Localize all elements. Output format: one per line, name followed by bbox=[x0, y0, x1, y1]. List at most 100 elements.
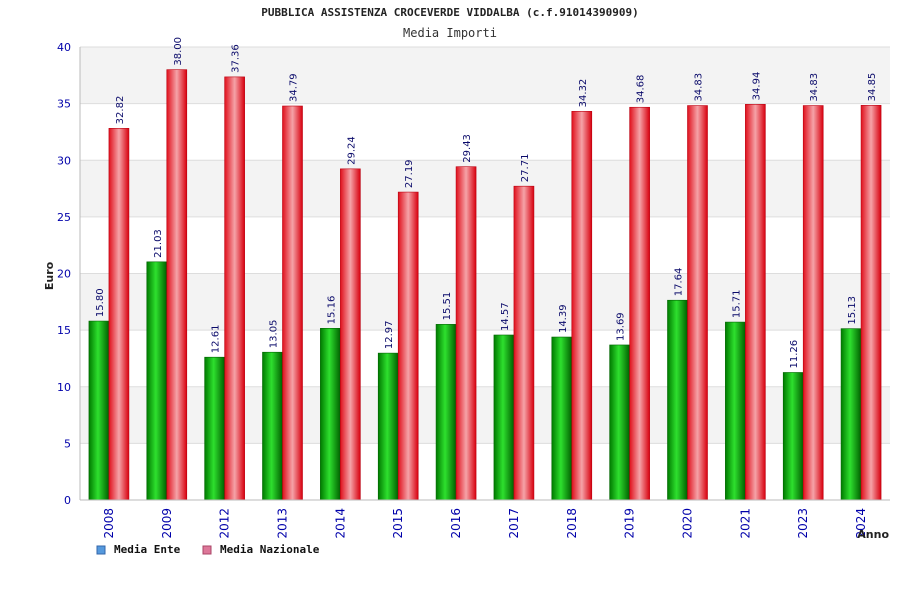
data-label-media-nazionale-2015: 27.19 bbox=[404, 159, 415, 188]
x-tick-label-2020: 2020 bbox=[681, 508, 695, 539]
plot-band bbox=[80, 216, 890, 274]
y-tick-label: 25 bbox=[57, 211, 71, 224]
chart-title: PUBBLICA ASSISTENZA CROCEVERDE VIDDALBA … bbox=[261, 6, 639, 19]
plot-band bbox=[80, 160, 890, 217]
bar-media-ente-2021 bbox=[725, 321, 746, 501]
bar-media-ente-2014 bbox=[320, 328, 341, 501]
x-tick-label-2018: 2018 bbox=[565, 508, 579, 539]
x-tick-label-2014: 2014 bbox=[333, 508, 347, 539]
bar-media-nazionale-2017 bbox=[513, 185, 535, 501]
legend: Media Ente Media Nazionale bbox=[96, 543, 320, 556]
bar-media-ente-2012 bbox=[204, 356, 225, 501]
y-tick-label: 20 bbox=[57, 268, 71, 281]
x-tick-label-2009: 2009 bbox=[160, 508, 174, 539]
bar-media-ente-2017 bbox=[493, 334, 515, 501]
data-label-media-ente-2014: 15.16 bbox=[326, 296, 337, 325]
bar-media-ente-2024 bbox=[840, 328, 862, 501]
tick-labels: 0 5 10 15 20 25 30 35 40 2008 2009 2012 2013 2014 2015… bbox=[57, 41, 868, 539]
data-label-media-nazionale-2021: 34.94 bbox=[751, 72, 762, 101]
bar-media-nazionale-2008 bbox=[108, 128, 130, 501]
bar-media-nazionale-2024 bbox=[860, 105, 882, 501]
data-labels: 15.80 32.82 21.03 38.00 12.61 37.36 13.05 34.79… bbox=[95, 37, 878, 368]
axes bbox=[79, 47, 890, 501]
plot-band bbox=[80, 273, 890, 331]
bar-media-ente-2013 bbox=[262, 351, 283, 501]
data-label-media-nazionale-2012: 37.36 bbox=[231, 44, 242, 73]
legend-label-media-nazionale: Media Nazionale bbox=[220, 543, 320, 556]
bar-media-ente-2020 bbox=[667, 299, 688, 501]
bar-media-nazionale-2020 bbox=[687, 105, 708, 501]
plot-band bbox=[80, 386, 890, 444]
data-label-media-nazionale-2020: 34.83 bbox=[694, 73, 705, 102]
data-label-media-ente-2023: 11.26 bbox=[789, 340, 800, 369]
bars bbox=[88, 69, 882, 501]
data-label-media-nazionale-2018: 34.32 bbox=[578, 79, 589, 108]
plot-band bbox=[80, 330, 890, 387]
bar-media-ente-2018 bbox=[551, 336, 573, 501]
data-label-media-nazionale-2008: 32.82 bbox=[115, 96, 126, 125]
x-tick-label-2023: 2023 bbox=[796, 508, 810, 539]
bar-media-nazionale-2021 bbox=[745, 104, 766, 501]
data-label-media-nazionale-2013: 34.79 bbox=[289, 73, 300, 102]
legend-swatch-media-nazionale bbox=[202, 545, 212, 555]
data-label-media-ente-2020: 17.64 bbox=[674, 268, 685, 297]
data-label-media-ente-2017: 14.57 bbox=[500, 302, 511, 331]
bar-media-nazionale-2015 bbox=[397, 191, 419, 501]
y-axis-label: Euro bbox=[43, 261, 56, 290]
x-tick-label-2019: 2019 bbox=[623, 508, 637, 539]
bar-media-nazionale-2014 bbox=[340, 168, 361, 501]
data-label-media-ente-2021: 15.71 bbox=[731, 289, 742, 318]
data-label-media-ente-2008: 15.80 bbox=[95, 288, 106, 317]
plot-band bbox=[80, 103, 890, 161]
legend-swatch-media-ente bbox=[96, 545, 106, 555]
data-label-media-nazionale-2019: 34.68 bbox=[636, 75, 647, 104]
bar-media-ente-2015 bbox=[377, 352, 399, 501]
bar-media-ente-2016 bbox=[435, 324, 457, 501]
bar-media-nazionale-2012 bbox=[224, 76, 245, 501]
bar-media-ente-2023 bbox=[782, 372, 804, 501]
data-label-media-nazionale-2023: 34.83 bbox=[809, 73, 820, 102]
bar-media-nazionale-2023 bbox=[802, 105, 824, 501]
x-axis-label: Anno bbox=[857, 528, 889, 541]
legend-label-media-ente: Media Ente bbox=[114, 543, 181, 556]
data-label-media-nazionale-2014: 29.24 bbox=[346, 136, 357, 165]
y-tick-label: 40 bbox=[57, 41, 71, 54]
data-label-media-nazionale-2017: 27.71 bbox=[520, 154, 531, 183]
bar-media-nazionale-2018 bbox=[571, 111, 593, 501]
y-tick-label: 5 bbox=[64, 437, 71, 450]
bar-media-ente-2009 bbox=[146, 261, 168, 501]
x-tick-label-2015: 2015 bbox=[391, 508, 405, 539]
x-tick-label-2012: 2012 bbox=[218, 508, 232, 539]
bar-media-nazionale-2009 bbox=[166, 69, 188, 501]
x-tick-label-2017: 2017 bbox=[507, 508, 521, 539]
plot-band bbox=[80, 443, 890, 500]
data-label-media-ente-2019: 13.69 bbox=[616, 312, 627, 341]
y-tick-label: 30 bbox=[57, 154, 71, 167]
plot-band bbox=[80, 47, 890, 104]
data-label-media-ente-2016: 15.51 bbox=[442, 292, 453, 321]
data-label-media-ente-2024: 15.13 bbox=[847, 296, 858, 325]
bar-media-nazionale-2019 bbox=[629, 106, 650, 501]
x-tick-label-2008: 2008 bbox=[102, 508, 116, 539]
data-label-media-nazionale-2009: 38.00 bbox=[173, 37, 184, 66]
x-tick-label-2013: 2013 bbox=[276, 508, 290, 539]
data-label-media-nazionale-2016: 29.43 bbox=[462, 134, 473, 163]
bar-media-nazionale-2013 bbox=[282, 105, 303, 501]
data-label-media-ente-2012: 12.61 bbox=[211, 325, 222, 354]
x-tick-label-2024: 2024 bbox=[854, 508, 868, 539]
bar-media-ente-2008 bbox=[88, 320, 110, 501]
data-label-media-ente-2018: 14.39 bbox=[558, 304, 569, 333]
bar-media-ente-2019 bbox=[609, 344, 630, 501]
chart-subtitle: Media Importi bbox=[403, 26, 497, 40]
data-label-media-ente-2013: 13.05 bbox=[269, 320, 280, 349]
x-tick-label-2021: 2021 bbox=[738, 508, 752, 539]
y-tick-label: 35 bbox=[57, 98, 71, 111]
x-tick-label-2016: 2016 bbox=[449, 508, 463, 539]
y-tick-label: 15 bbox=[57, 324, 71, 337]
data-label-media-nazionale-2024: 34.85 bbox=[867, 73, 878, 102]
bar-media-nazionale-2016 bbox=[455, 166, 477, 501]
y-tick-label: 10 bbox=[57, 381, 71, 394]
data-label-media-ente-2009: 21.03 bbox=[153, 229, 164, 258]
data-label-media-ente-2015: 12.97 bbox=[384, 320, 395, 349]
